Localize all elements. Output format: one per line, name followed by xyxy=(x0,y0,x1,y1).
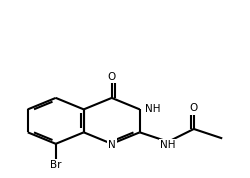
Text: Br: Br xyxy=(50,160,62,170)
Text: O: O xyxy=(108,72,116,82)
Text: N: N xyxy=(108,140,116,150)
Text: O: O xyxy=(190,103,198,114)
Text: NH: NH xyxy=(160,140,176,150)
Text: NH: NH xyxy=(145,104,161,114)
